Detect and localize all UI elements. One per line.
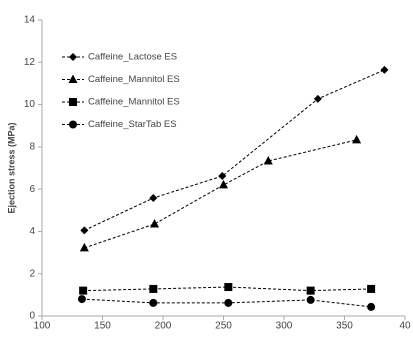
x-tick-label: 350 (336, 321, 353, 332)
legend-label: Caffeine_Mannitol ES (88, 97, 180, 108)
x-tick-label: 200 (155, 321, 172, 332)
marker-triangle (219, 179, 228, 189)
marker-diamond (149, 194, 158, 203)
marker-diamond (313, 94, 322, 103)
marker-diamond (380, 65, 389, 74)
legend-label: Caffeine_StarTab ES (88, 119, 177, 130)
marker-circle (149, 298, 158, 307)
y-tick-label: 6 (29, 184, 35, 195)
legend-label: Caffeine_Mannitol ES (88, 74, 180, 85)
y-tick-label: 2 (29, 268, 35, 279)
marker-triangle (79, 242, 89, 252)
marker-triangle (263, 156, 273, 165)
y-tick-label: 10 (24, 99, 36, 110)
x-tick-label: 150 (94, 321, 111, 332)
marker-diamond (80, 226, 89, 235)
y-axis-label: Ejection stress (MPa) (6, 122, 16, 213)
series-line (84, 69, 385, 231)
marker-circle (224, 298, 233, 307)
marker-triangle (150, 219, 160, 228)
marker-square (79, 286, 88, 295)
marker-square (306, 286, 315, 295)
marker-diamond (69, 53, 77, 61)
x-tick-label: 300 (276, 321, 293, 332)
marker-square (367, 284, 376, 293)
x-tick-label: 100 (34, 321, 51, 332)
marker-square (69, 98, 77, 106)
marker-square (149, 284, 158, 293)
y-tick-label: 8 (29, 141, 35, 152)
marker-circle (367, 302, 376, 311)
marker-triangle (68, 74, 78, 83)
marker-triangle (352, 134, 362, 144)
legend-label: Caffeine_Lactose ES (88, 52, 177, 63)
y-tick-label: 4 (29, 226, 35, 237)
marker-circle (77, 295, 86, 304)
series-line (84, 139, 357, 249)
marker-circle (306, 295, 315, 304)
y-tick-label: 14 (24, 15, 36, 26)
x-tick-label: 250 (215, 321, 232, 332)
x-tick-label: 40 (399, 321, 411, 332)
marker-circle (69, 120, 77, 129)
marker-diamond (218, 172, 227, 181)
marker-square (224, 283, 233, 292)
y-tick-label: 12 (24, 57, 36, 68)
y-tick-label: 0 (29, 311, 35, 322)
